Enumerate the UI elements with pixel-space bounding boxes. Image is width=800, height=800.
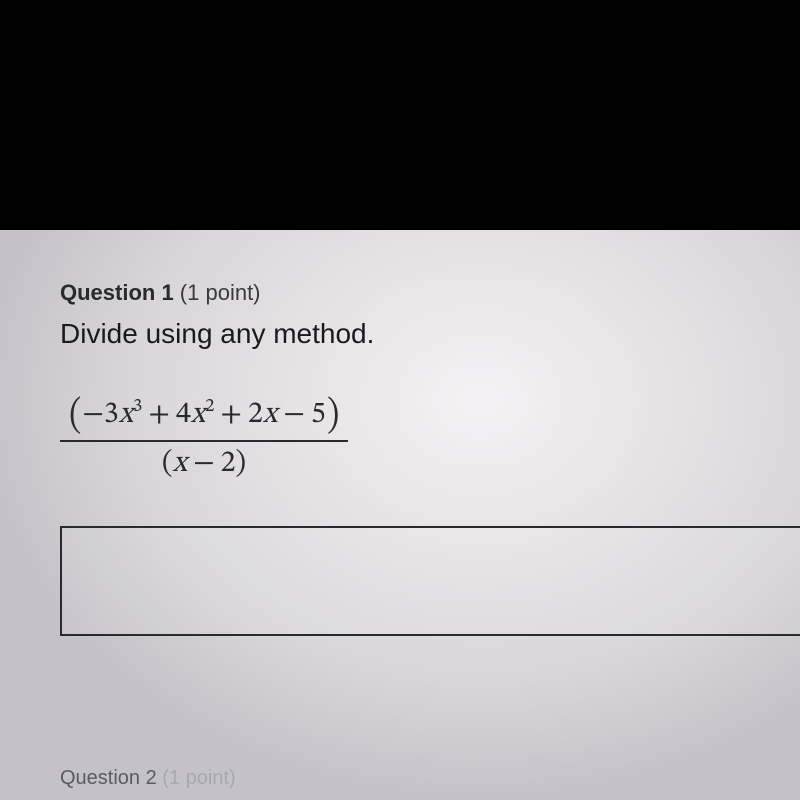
question-points: (1 point) xyxy=(174,280,261,305)
top-black-bar xyxy=(0,0,800,230)
question-prompt: Divide using any method. xyxy=(60,318,800,350)
answer-input[interactable] xyxy=(60,526,800,636)
next-question-label: Question 2 xyxy=(60,767,157,789)
question-1-header: Question 1 (1 point) xyxy=(60,280,800,306)
denominator: (x−2) xyxy=(60,442,348,481)
next-question-points: (1 point) xyxy=(157,767,236,789)
division-expression: (−3x3+4x2+2x−5) (x−2) xyxy=(60,390,348,481)
worksheet-page: Question 1 (1 point) Divide using any me… xyxy=(0,230,800,800)
numerator: (−3x3+4x2+2x−5) xyxy=(60,390,348,442)
question-2-header-peek: Question 2 (1 point) xyxy=(60,767,236,790)
question-label: Question 1 xyxy=(60,280,174,305)
